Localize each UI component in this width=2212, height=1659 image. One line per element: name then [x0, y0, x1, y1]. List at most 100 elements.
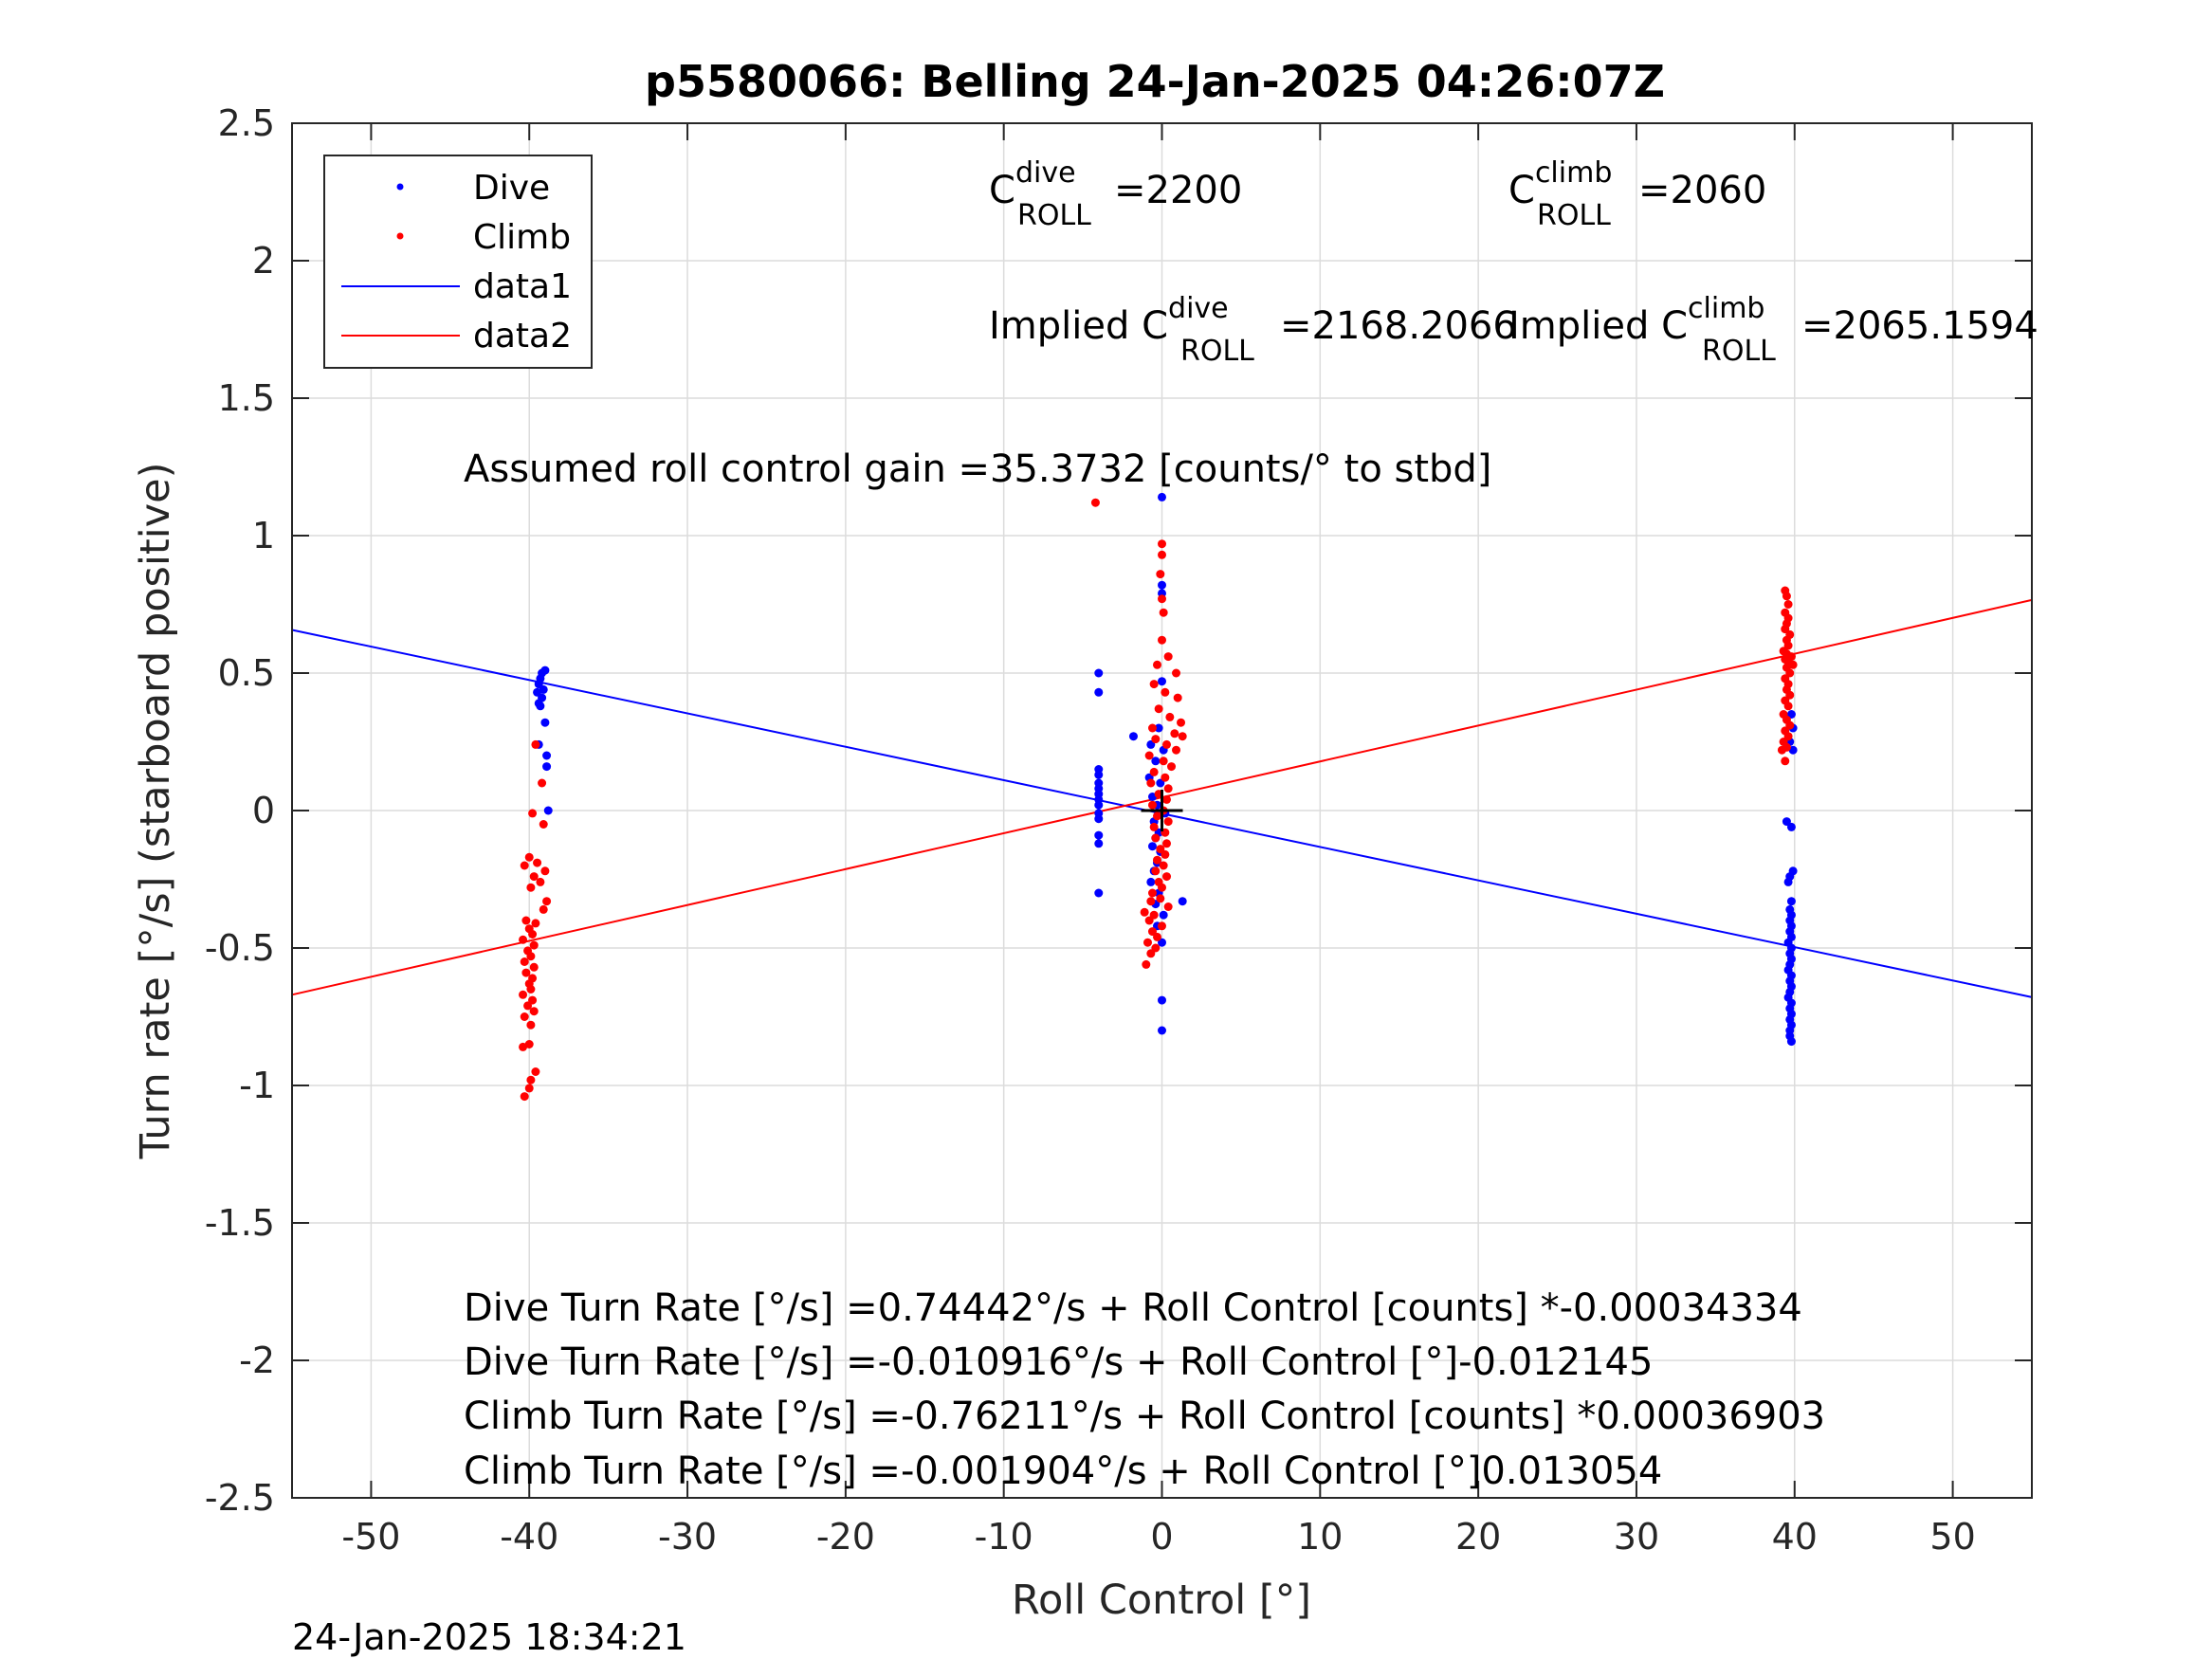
data-point-climb — [1152, 855, 1161, 865]
data-point-climb — [1152, 660, 1161, 669]
data-point-dive — [1783, 877, 1793, 886]
data-point-dive — [536, 702, 545, 711]
c-roll-climb-sub: ROLL — [1537, 199, 1611, 232]
legend: Dive Climb data1 data2 — [323, 155, 593, 369]
data-point-climb — [1172, 668, 1181, 678]
chart-title: p5580066: Belling 24-Jan-2025 04:26:07Z — [645, 56, 1665, 107]
data-point-climb — [1154, 704, 1163, 714]
data-point-climb — [1151, 866, 1161, 876]
data-point-climb — [1159, 608, 1168, 617]
data-point-climb — [1170, 729, 1179, 738]
data-point-dive — [542, 751, 552, 760]
implied-climb-sup: climb — [1688, 292, 1764, 325]
data-point-dive — [1786, 1037, 1796, 1047]
annotation-c-roll-climb: Cclimb ROLL =2060 — [1508, 156, 1766, 232]
data-point-climb — [526, 985, 536, 994]
data-point-climb — [529, 940, 539, 950]
data-point-climb — [538, 778, 547, 788]
data-point-climb — [1163, 784, 1173, 793]
print-timestamp: 24-Jan-2025 18:34:21 — [292, 1616, 686, 1658]
data-point-climb — [1158, 539, 1166, 549]
tick-marks — [292, 122, 2032, 1499]
data-point-climb — [1151, 735, 1161, 744]
data-point-dive — [1151, 757, 1161, 766]
equation-dive-degrees: Dive Turn Rate [°/s] =-0.010916°/s + Rol… — [464, 1340, 1653, 1384]
x-tick-labels: -50 -40 -30 -20 -10 0 10 20 30 40 50 — [341, 1516, 1975, 1558]
data-point-climb — [528, 930, 538, 939]
y-tick-label: 2.5 — [218, 102, 275, 144]
data-point-dive — [1094, 814, 1104, 824]
data-point-climb — [519, 1042, 528, 1051]
data-point-climb — [1090, 498, 1100, 507]
implied-dive-value: =2168.2066 — [1280, 304, 1517, 348]
data-point-climb — [1156, 570, 1165, 579]
data-point-climb — [1158, 921, 1166, 931]
data-point-climb — [1783, 702, 1793, 711]
legend-climb-label: Climb — [473, 218, 571, 257]
implied-dive-base: Implied C — [989, 304, 1168, 348]
data-point-climb — [1149, 767, 1159, 776]
y-tick-label: -2 — [239, 1340, 275, 1381]
data-point-climb — [1147, 723, 1157, 733]
data-point-climb — [1167, 762, 1177, 772]
x-tick-label: 10 — [1297, 1516, 1343, 1558]
data-point-climb — [529, 1007, 539, 1016]
legend-data1-label: data1 — [473, 267, 572, 306]
c-roll-dive-sub: ROLL — [1017, 199, 1091, 232]
c-roll-dive-base: C — [989, 169, 1015, 212]
legend-data2-label: data2 — [473, 317, 572, 356]
data-point-dive — [1158, 580, 1166, 590]
data-point-climb — [1163, 902, 1173, 911]
data-point-climb — [1140, 907, 1149, 917]
y-tick-label: 1 — [252, 515, 275, 556]
data-point-climb — [524, 852, 534, 862]
data-point-climb — [1143, 938, 1152, 947]
data-point-climb — [524, 1084, 534, 1093]
implied-dive-sub: ROLL — [1180, 335, 1254, 368]
legend-dive-label: Dive — [473, 169, 550, 208]
data-point-climb — [1158, 635, 1166, 645]
data-point-climb — [529, 962, 539, 972]
data-point-climb — [1152, 811, 1161, 821]
data-point-climb — [1158, 550, 1166, 559]
equation-climb-degrees: Climb Turn Rate [°/s] =-0.001904°/s + Ro… — [464, 1449, 1662, 1493]
data-point-climb — [520, 1092, 529, 1102]
data-point-climb — [1173, 693, 1182, 702]
data-point-climb — [1782, 592, 1791, 601]
c-roll-climb-value: =2060 — [1638, 169, 1766, 212]
data-point-climb — [540, 866, 550, 876]
data-point-climb — [526, 1020, 536, 1030]
data-point-dive — [1128, 732, 1138, 741]
data-point-dive — [1094, 888, 1104, 898]
y-axis-label: Turn rate [°/s] (starboard positive) — [132, 463, 179, 1160]
data-point-climb — [533, 858, 542, 867]
c-roll-dive-value: =2200 — [1114, 169, 1242, 212]
data-point-climb — [1163, 817, 1173, 827]
x-tick-label: 0 — [1150, 1516, 1173, 1558]
data-point-climb — [1159, 861, 1168, 870]
data-point-dive — [1158, 995, 1166, 1005]
data-point-dive — [1147, 842, 1157, 851]
c-roll-climb-base: C — [1508, 169, 1535, 212]
y-tick-label: -0.5 — [205, 927, 275, 969]
data-point-climb — [536, 877, 545, 886]
data-point-climb — [526, 952, 536, 961]
data-point-dive — [1158, 677, 1166, 686]
data-point-dive — [1178, 897, 1187, 906]
data-point-climb — [520, 1012, 529, 1021]
data-point-climb — [1162, 839, 1172, 848]
data-point-climb — [526, 883, 536, 892]
data-point-climb — [1161, 687, 1170, 697]
annotation-c-roll-dive: Cdive ROLL =2200 — [989, 156, 1242, 232]
data-point-climb — [519, 935, 528, 944]
y-tick-label: 2 — [252, 240, 275, 282]
data-point-dive — [1158, 1026, 1166, 1035]
data-point-dive — [543, 806, 553, 815]
data-point-dive — [1094, 770, 1104, 779]
data-point-climb — [1162, 794, 1172, 804]
annotation-implied-dive: Implied Cdive ROLL =2168.2066 — [989, 292, 1517, 368]
x-tick-label: -40 — [500, 1516, 558, 1558]
data-point-climb — [1158, 594, 1166, 604]
data-point-climb — [1162, 739, 1172, 749]
